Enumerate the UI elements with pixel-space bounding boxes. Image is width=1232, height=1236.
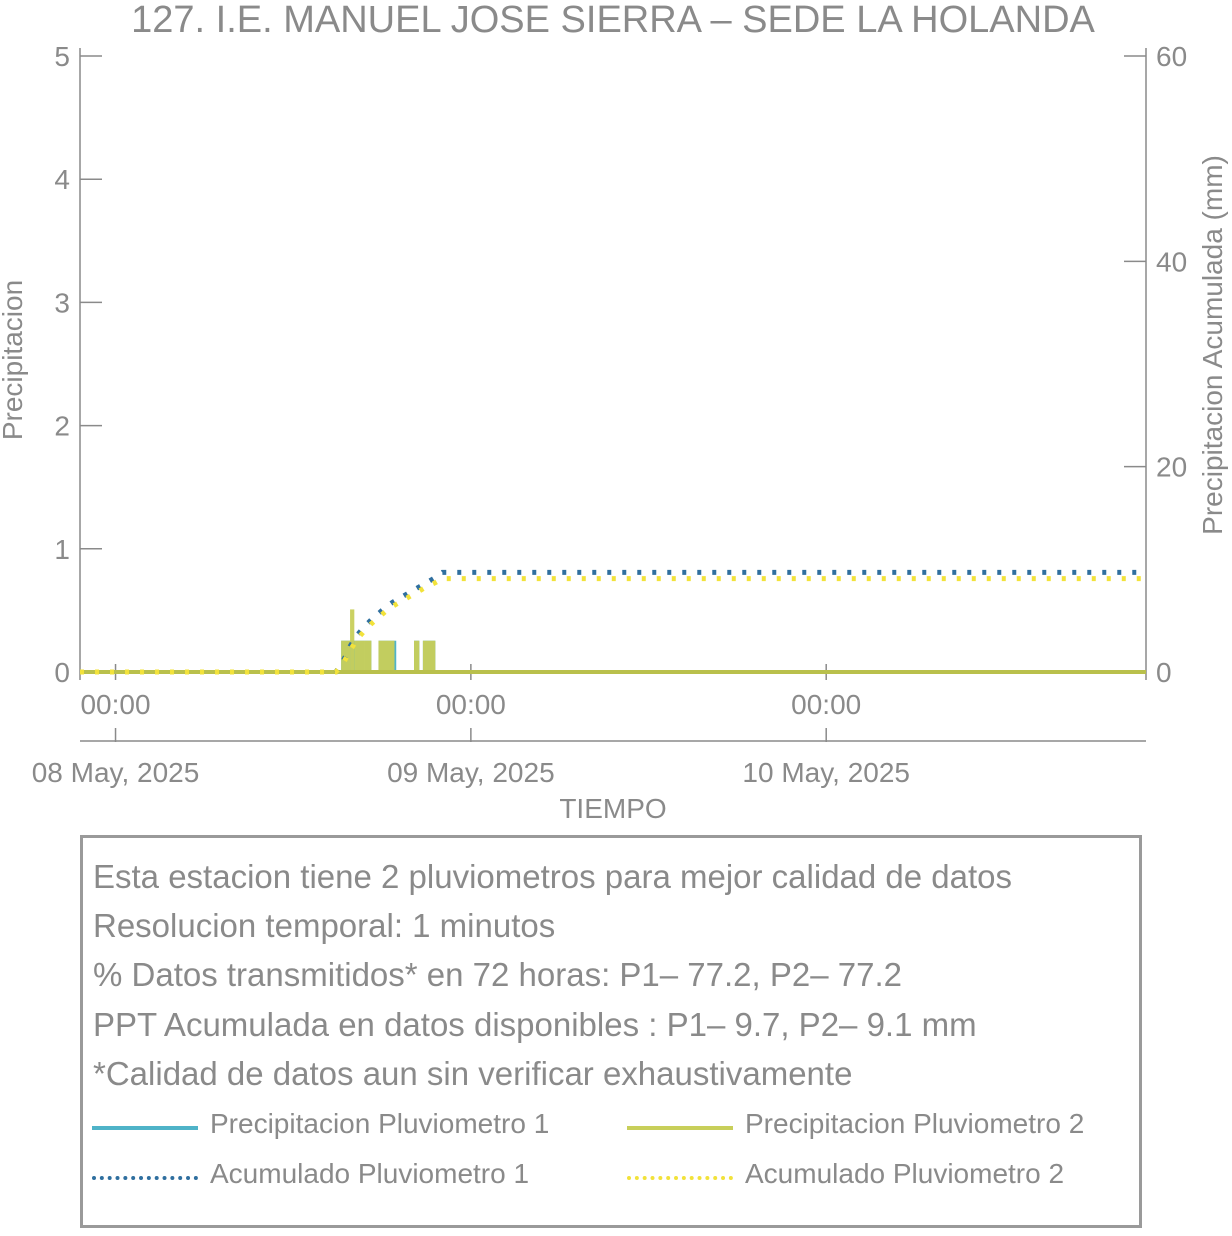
info-box: Esta estacion tiene 2 pluviometros para … (80, 835, 1142, 1228)
legend-label-precip-1: Precipitacion Pluviometro 1 (210, 1108, 550, 1139)
right-tick-label-2: 40 (1156, 246, 1187, 277)
left-tick-label-5: 5 (54, 41, 70, 72)
legend-swatch-precip-2 (627, 1126, 733, 1130)
right-tick-label-0: 0 (1156, 657, 1172, 688)
bar-s1-3 (378, 640, 395, 672)
x-axis-ticks: 00:00 08 May, 2025 00:00 09 May, 2025 00:00 1… (32, 664, 910, 788)
right-tick-label-3: 60 (1156, 41, 1187, 72)
legend-swatch-acum-2 (627, 1176, 733, 1180)
bar-s0-5 (394, 640, 397, 672)
info-line-transmitted: % Datos transmitidos* en 72 horas: P1– 7… (93, 956, 902, 993)
left-tick-label-3: 3 (54, 287, 70, 318)
chart-title: 127. I.E. MANUEL JOSE SIERRA – SEDE LA H… (131, 0, 1095, 41)
x-tick-time-1: 00:00 (436, 689, 506, 720)
left-tick-label-4: 4 (54, 164, 70, 195)
right-tick-label-1: 20 (1156, 452, 1187, 483)
bar-s1-2 (354, 640, 372, 672)
legend-item-precip-1: Precipitacion Pluviometro 1 (92, 1108, 612, 1148)
accumulated-lines (80, 569, 1146, 675)
y-axis-label: Precipitacion (0, 280, 28, 440)
legend-swatch-precip-1 (92, 1126, 198, 1130)
legend-label-precip-2: Precipitacion Pluviometro 2 (745, 1108, 1085, 1139)
legend-item-acum-2: Acumulado Pluviometro 2 (627, 1158, 1127, 1198)
x-tick-time-0: 00:00 (80, 689, 150, 720)
left-tick-label-0: 0 (54, 657, 70, 688)
info-line-accumulated: PPT Acumulada en datos disponibles : P1–… (93, 1006, 977, 1043)
bar-s1-1 (350, 609, 355, 672)
legend-label-acum-2: Acumulado Pluviometro 2 (745, 1158, 1065, 1189)
left-tick-label-2: 2 (54, 411, 70, 442)
bar-s1-5 (422, 640, 436, 672)
bar-s1-0 (341, 640, 351, 672)
info-line-quality: *Calidad de datos aun sin verificar exha… (93, 1055, 853, 1092)
accum-line-3 (80, 576, 1146, 675)
x-tick-date-1: 09 May, 2025 (387, 757, 555, 788)
x-tick-date-0: 08 May, 2025 (32, 757, 200, 788)
y2-axis-label: Precipitacion Acumulada (mm) (1197, 155, 1228, 535)
precipitation-chart: 127. I.E. MANUEL JOSE SIERRA – SEDE LA H… (0, 0, 1228, 824)
left-axis-ticks: 0 1 2 3 4 5 (54, 41, 102, 688)
right-axis-ticks: 0 20 40 60 (1124, 41, 1187, 688)
legend-label-acum-1: Acumulado Pluviometro 1 (210, 1158, 530, 1189)
precipitation-bars (341, 609, 436, 672)
legend-swatch-acum-1 (92, 1176, 198, 1180)
info-line-stations: Esta estacion tiene 2 pluviometros para … (93, 858, 1013, 895)
legend-item-acum-1: Acumulado Pluviometro 1 (92, 1158, 612, 1198)
x-tick-date-2: 10 May, 2025 (742, 757, 910, 788)
x-axis-label: TIEMPO (559, 793, 666, 824)
x-tick-time-2: 00:00 (791, 689, 861, 720)
bar-s1-4 (414, 640, 420, 672)
left-tick-label-1: 1 (54, 534, 70, 565)
info-line-resolution: Resolucion temporal: 1 minutos (93, 907, 556, 944)
accum-line-2 (80, 569, 1146, 675)
legend-item-precip-2: Precipitacion Pluviometro 2 (627, 1108, 1127, 1148)
